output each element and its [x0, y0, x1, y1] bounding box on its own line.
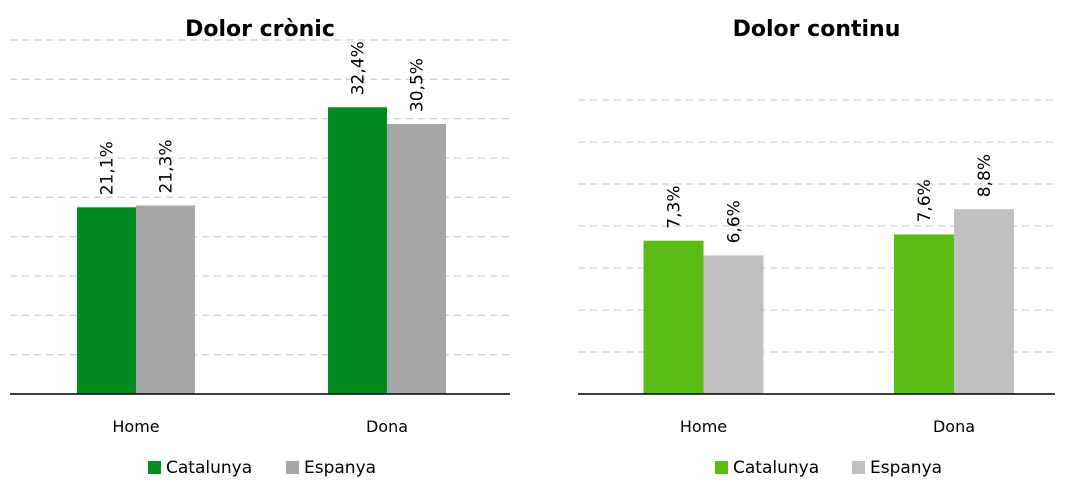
data-label: 8,8% — [975, 154, 995, 197]
bar-espanya-home — [703, 255, 764, 394]
legend-swatch-catalunya — [715, 461, 728, 474]
bar-catalunya-dona — [894, 234, 954, 394]
legend-label-catalunya: Catalunya — [733, 458, 819, 478]
chart-title: Dolor crònic — [185, 17, 335, 42]
legend-swatch-espanya — [852, 461, 865, 474]
category-label: Home — [680, 417, 727, 436]
data-label: 30,5% — [408, 58, 428, 112]
category-label: Dona — [366, 417, 408, 436]
legend-label-catalunya: Catalunya — [166, 458, 252, 478]
bar-catalunya-home — [643, 240, 704, 394]
bar-espanya-home — [136, 205, 195, 394]
data-label: 6,6% — [725, 200, 745, 243]
chart-dolor-continu: Dolor continu 7,3% 6,6% Home 7,6% 8,8% Dona Cat… — [578, 17, 1055, 478]
category-label: Home — [112, 417, 159, 436]
bar-espanya-dona — [387, 124, 446, 394]
legend-swatch-catalunya — [148, 461, 161, 474]
bar-catalunya-dona — [328, 107, 387, 394]
legend-swatch-espanya — [286, 461, 299, 474]
legend-label-espanya: Espanya — [870, 458, 942, 478]
category-label: Dona — [933, 417, 975, 436]
bar-catalunya-home — [77, 207, 136, 394]
bar-espanya-dona — [954, 209, 1014, 394]
data-label: 21,3% — [157, 139, 177, 193]
chart-title: Dolor continu — [733, 17, 901, 42]
data-label: 7,3% — [665, 185, 685, 228]
chart-dolor-cronic: Dolor crònic 21,1% 21,3% Home 32,4% 30,5% Dona… — [10, 17, 510, 478]
data-label: 21,1% — [98, 141, 118, 195]
data-label: 32,4% — [349, 41, 369, 95]
legend-label-espanya: Espanya — [304, 458, 376, 478]
data-label: 7,6% — [915, 179, 935, 222]
